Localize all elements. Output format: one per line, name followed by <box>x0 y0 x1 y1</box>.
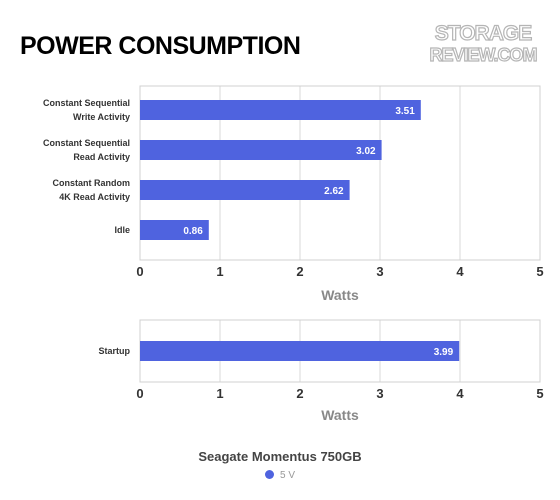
x-axis-title: Watts <box>321 407 359 423</box>
data-label: 3.02 <box>356 146 376 157</box>
bar <box>140 100 421 120</box>
category-label: Startup <box>99 346 131 356</box>
category-label: Idle <box>114 225 130 235</box>
x-tick-label: 0 <box>136 386 143 401</box>
data-label: 3.51 <box>395 106 415 117</box>
svg-text:REVIEW.COM: REVIEW.COM <box>429 45 536 65</box>
page-title: POWER CONSUMPTION <box>20 32 301 60</box>
x-tick-label: 4 <box>456 386 464 401</box>
x-tick-label: 5 <box>536 264 543 279</box>
storagereview-logo: STORAGE REVIEW.COM <box>429 21 538 65</box>
x-tick-label: 3 <box>376 264 383 279</box>
bar <box>140 220 209 240</box>
x-tick-label: 2 <box>296 264 303 279</box>
power-consumption-chart: 0 1 2 3 4 5 Watts 3.51 Constant Sequential Write … <box>43 85 544 423</box>
bar <box>140 341 460 361</box>
bar <box>140 180 350 200</box>
x-tick-label: 1 <box>216 264 223 279</box>
plot-frame <box>139 85 541 261</box>
legend-series-dot <box>264 470 274 479</box>
x-tick-label: 3 <box>376 386 383 401</box>
category-label: Constant Sequential <box>43 138 130 148</box>
data-label: 3.99 <box>434 347 454 358</box>
bar <box>140 140 382 160</box>
svg-text:STORAGE: STORAGE <box>435 22 532 45</box>
data-label: 2.62 <box>324 186 344 197</box>
category-label: Write Activity <box>73 112 130 122</box>
x-tick-label: 4 <box>456 264 464 279</box>
data-label: 0.86 <box>183 226 203 237</box>
legend-item[interactable]: 5 V <box>0 470 560 481</box>
category-label: Constant Sequential <box>43 98 130 108</box>
x-tick-label: 1 <box>216 386 223 401</box>
category-label: Constant Random <box>53 178 131 188</box>
x-axis-title: Watts <box>321 287 359 303</box>
category-label: Read Activity <box>73 152 130 162</box>
x-tick-label: 5 <box>536 386 543 401</box>
legend-series-label: 5 V <box>279 470 295 481</box>
x-tick-label: 2 <box>296 386 303 401</box>
x-tick-label: 0 <box>136 264 143 279</box>
legend-title: Seagate Momentus 750GB <box>198 449 362 464</box>
category-label: 4K Read Activity <box>59 192 130 202</box>
